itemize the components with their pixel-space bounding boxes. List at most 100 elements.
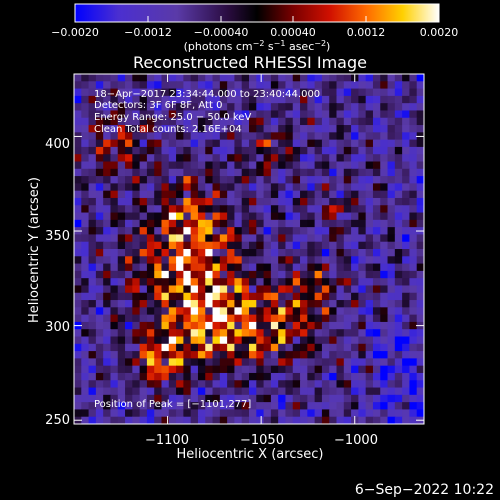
heatmap-cell bbox=[351, 249, 359, 257]
heatmap-cell bbox=[263, 270, 272, 279]
heatmap-cell bbox=[125, 278, 133, 287]
heatmap-cell bbox=[270, 336, 279, 345]
heatmap-cell bbox=[205, 270, 214, 279]
heatmap-cell bbox=[227, 168, 236, 177]
heatmap-cell bbox=[219, 292, 228, 301]
heatmap-cell bbox=[416, 380, 424, 389]
heatmap-cell bbox=[329, 103, 338, 112]
heatmap-cell bbox=[125, 154, 133, 163]
heatmap-cell bbox=[292, 212, 301, 221]
x-tick-label: −1050 bbox=[240, 433, 284, 448]
heatmap-cell bbox=[241, 212, 250, 221]
heatmap-cell bbox=[300, 81, 308, 90]
heatmap-cell bbox=[307, 241, 316, 250]
heatmap-cell bbox=[161, 300, 170, 308]
heatmap-cell bbox=[146, 234, 155, 243]
heatmap-cell bbox=[212, 176, 221, 184]
heatmap-cell bbox=[241, 190, 250, 199]
heatmap-cell bbox=[372, 168, 381, 177]
heatmap-cell bbox=[125, 314, 133, 323]
heatmap-cell bbox=[387, 285, 396, 294]
heatmap-cell bbox=[329, 132, 338, 141]
heatmap-cell bbox=[358, 81, 367, 90]
heatmap-cell bbox=[292, 380, 301, 389]
heatmap-cell bbox=[249, 74, 257, 82]
heatmap-cell bbox=[103, 103, 112, 112]
heatmap-cell bbox=[380, 234, 389, 243]
heatmap-cell bbox=[132, 154, 141, 163]
heatmap-cell bbox=[117, 372, 126, 381]
heatmap-cell bbox=[307, 351, 316, 359]
heatmap-cell bbox=[249, 409, 257, 418]
heatmap-cell bbox=[205, 380, 214, 389]
heatmap-cell bbox=[103, 88, 112, 97]
heatmap-cell bbox=[197, 409, 206, 418]
heatmap-cell bbox=[241, 234, 250, 243]
heatmap-cell bbox=[249, 329, 257, 338]
heatmap-cell bbox=[285, 292, 294, 301]
heatmap-cell bbox=[409, 103, 418, 112]
heatmap-cell bbox=[81, 197, 90, 206]
heatmap-cell bbox=[146, 343, 155, 352]
heatmap-cell bbox=[154, 110, 163, 119]
heatmap-cell bbox=[372, 212, 381, 221]
heatmap-cell bbox=[139, 139, 148, 148]
heatmap-cell bbox=[95, 161, 104, 170]
heatmap-cell bbox=[103, 343, 112, 352]
heatmap-cell bbox=[249, 358, 257, 367]
heatmap-cell bbox=[176, 212, 184, 221]
heatmap-cell bbox=[74, 307, 82, 316]
heatmap-cell bbox=[387, 307, 396, 316]
heatmap-cell bbox=[190, 183, 199, 192]
x-tick-label: −1000 bbox=[334, 433, 378, 448]
heatmap-cell bbox=[270, 351, 279, 359]
heatmap-cell bbox=[241, 256, 250, 265]
heatmap-cell bbox=[234, 227, 243, 236]
heatmap-cell bbox=[336, 351, 345, 359]
heatmap-cell bbox=[343, 416, 352, 424]
heatmap-cell bbox=[95, 336, 104, 345]
heatmap-cell bbox=[110, 365, 119, 374]
heatmap-cell bbox=[227, 110, 236, 119]
heatmap-cell bbox=[394, 380, 403, 389]
heatmap-cell bbox=[183, 351, 192, 359]
heatmap-cell bbox=[190, 117, 199, 126]
heatmap-cell bbox=[88, 125, 97, 133]
heatmap-cell bbox=[351, 103, 359, 112]
heatmap-cell bbox=[146, 321, 155, 330]
heatmap-cell bbox=[358, 380, 367, 389]
heatmap-cell bbox=[336, 409, 345, 418]
heatmap-cell bbox=[358, 161, 367, 170]
heatmap-cell bbox=[270, 117, 279, 126]
heatmap-cell bbox=[402, 270, 411, 279]
heatmap-cell bbox=[95, 103, 104, 112]
heatmap-cell bbox=[95, 183, 104, 192]
heatmap-cell bbox=[88, 176, 97, 184]
heatmap-cell bbox=[190, 292, 199, 301]
heatmap-cell bbox=[205, 183, 214, 192]
heatmap-cell bbox=[380, 227, 389, 236]
heatmap-cell bbox=[416, 336, 424, 345]
heatmap-cell bbox=[336, 402, 345, 411]
heatmap-cell bbox=[117, 103, 126, 112]
heatmap-cell bbox=[168, 81, 177, 90]
heatmap-cell bbox=[409, 416, 418, 424]
heatmap-cell bbox=[190, 394, 199, 403]
heatmap-cell bbox=[409, 95, 418, 104]
heatmap-cell bbox=[387, 343, 396, 352]
heatmap-cell bbox=[88, 197, 97, 206]
heatmap-cell bbox=[387, 176, 396, 184]
heatmap-cell bbox=[270, 256, 279, 265]
heatmap-cell bbox=[314, 292, 323, 301]
heatmap-cell bbox=[227, 139, 236, 148]
heatmap-cell bbox=[416, 372, 424, 381]
heatmap-cell bbox=[351, 365, 359, 374]
heatmap-cell bbox=[394, 161, 403, 170]
heatmap-cell bbox=[132, 314, 141, 323]
heatmap-cell bbox=[139, 285, 148, 294]
heatmap-cell bbox=[117, 74, 126, 82]
heatmap-cell bbox=[307, 314, 316, 323]
heatmap-cell bbox=[227, 336, 236, 345]
heatmap-cell bbox=[336, 117, 345, 126]
heatmap-cell bbox=[343, 358, 352, 367]
